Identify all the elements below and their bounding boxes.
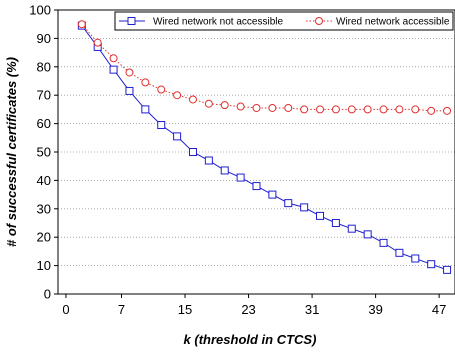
series-1-point-17 — [347, 105, 356, 114]
x-axis: 0 7 15 23 31 39 47 — [62, 294, 446, 317]
x-tick-label-4: 31 — [305, 302, 319, 317]
y-tick-label-9: 90 — [37, 31, 51, 46]
series-0-point-20 — [395, 248, 404, 257]
y-tick-label-6: 60 — [37, 116, 51, 131]
y-tick-label-2: 20 — [37, 230, 51, 245]
series-1-point-13 — [284, 103, 293, 112]
legend-box — [114, 11, 454, 31]
series-1-point-4 — [141, 78, 150, 87]
legend-label-series-0: Wired network not accessible — [153, 17, 283, 28]
y-tick-label-5: 50 — [37, 145, 51, 160]
series-1-point-14 — [300, 105, 309, 114]
series-0-point-22 — [427, 260, 436, 269]
series-0-point-15 — [316, 211, 325, 220]
series-1-point-5 — [157, 85, 166, 94]
series-1-point-21 — [411, 105, 420, 114]
series-1-point-6 — [173, 91, 182, 100]
series-line-0 — [81, 25, 448, 271]
gridlines — [58, 38, 455, 267]
series-1-point-9 — [220, 101, 229, 110]
y-tick-label-7: 70 — [37, 88, 51, 103]
y-tick-label-0: 0 — [44, 287, 51, 302]
x-tick-label-6: 47 — [432, 302, 446, 317]
legend: Wired network not accessible Wired netwo… — [114, 11, 454, 31]
y-tick-label-3: 30 — [37, 201, 51, 216]
legend-marker-series-0 — [127, 17, 136, 25]
series-0-point-13 — [284, 199, 293, 208]
series-1-point-18 — [363, 105, 372, 114]
series-1-point-1 — [93, 38, 102, 47]
series-1-point-19 — [379, 105, 388, 114]
x-tick-label-2: 15 — [178, 302, 192, 317]
x-tick-label-3: 23 — [241, 302, 255, 317]
series-1-point-7 — [188, 95, 197, 104]
x-tick-label-1: 7 — [118, 302, 125, 317]
series-line-1 — [81, 23, 448, 112]
series-0-point-5 — [157, 121, 166, 130]
series-1-point-10 — [236, 102, 245, 111]
series-0-point-4 — [141, 105, 150, 114]
series-0-point-19 — [379, 238, 388, 247]
x-tick-label-0: 0 — [62, 302, 69, 317]
series-0-point-17 — [347, 224, 356, 233]
series-1-point-0 — [77, 20, 86, 29]
series-1-point-20 — [395, 105, 404, 114]
series-1-point-2 — [109, 54, 118, 63]
series-0-point-18 — [363, 230, 372, 239]
series-0-point-12 — [268, 190, 277, 199]
series-1-point-3 — [125, 68, 134, 77]
series-1-point-22 — [427, 106, 436, 115]
y-axis-title: # of successful certificates (%) — [4, 57, 19, 247]
y-tick-label-1: 10 — [37, 258, 51, 273]
series-0-point-16 — [331, 219, 340, 227]
series-1-point-8 — [204, 99, 213, 108]
y-tick-label-4: 40 — [37, 173, 51, 188]
x-tick-label-5: 39 — [368, 302, 382, 317]
series-0-point-6 — [173, 132, 182, 141]
series-0-point-14 — [300, 203, 309, 212]
series-0-point-11 — [252, 182, 261, 191]
series-1-point-11 — [252, 103, 261, 112]
series-0-point-10 — [236, 173, 245, 182]
series-0-point-23 — [443, 265, 452, 274]
series-0-point-7 — [188, 148, 197, 156]
y-axis: 0 10 20 30 40 50 60 70 80 90 100 — [29, 3, 58, 302]
y-tick-label-8: 80 — [37, 59, 51, 74]
series-layer — [77, 20, 452, 274]
series-0-point-2 — [109, 65, 118, 74]
series-0-point-21 — [411, 254, 420, 263]
series-1-point-23 — [443, 106, 452, 115]
series-1-point-12 — [268, 103, 277, 112]
series-1-point-16 — [331, 105, 340, 114]
legend-label-series-1: Wired network accessible — [336, 17, 450, 28]
x-axis-title: k (threshold in CTCS) — [184, 332, 317, 347]
series-1-point-15 — [316, 105, 325, 114]
series-0-point-3 — [125, 86, 134, 95]
legend-marker-series-1 — [315, 17, 323, 25]
series-0-point-9 — [220, 166, 229, 175]
y-tick-label-10: 100 — [29, 3, 51, 18]
series-0-point-8 — [204, 156, 213, 165]
